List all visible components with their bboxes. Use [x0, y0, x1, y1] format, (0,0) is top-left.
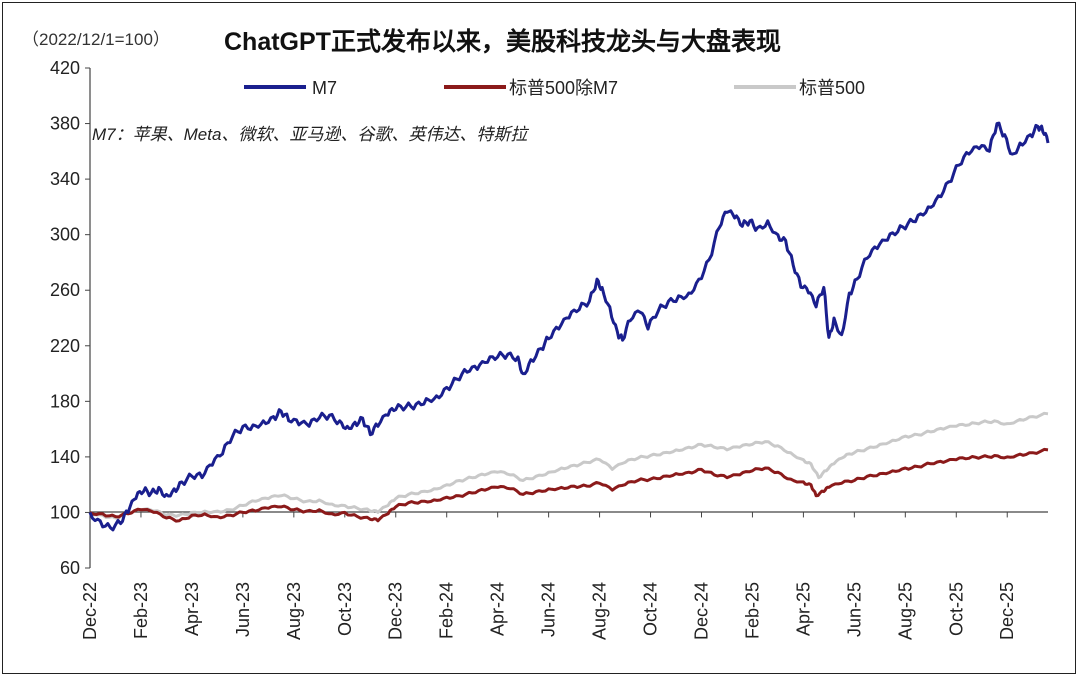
- x-tick-label: Jun-25: [844, 582, 864, 637]
- x-tick-label: Dec-25: [997, 582, 1017, 640]
- y-tick-label: 220: [50, 336, 80, 356]
- x-tick-label: Aug-23: [284, 582, 304, 640]
- legend: M7 标普500除M7 标普500: [244, 78, 865, 98]
- y-tick-label: 340: [50, 169, 80, 189]
- x-tick-label: Dec-24: [691, 582, 711, 640]
- y-tick-label: 60: [60, 558, 80, 578]
- x-tick-label: Aug-24: [590, 582, 610, 640]
- x-tick-label: Dec-22: [80, 582, 100, 640]
- x-tick-label: Feb-25: [742, 582, 762, 639]
- legend-label-sp500: 标普500: [799, 78, 865, 98]
- series-layer: [88, 121, 1050, 532]
- x-tick-label: Apr-25: [793, 582, 813, 636]
- y-tick-label: 180: [50, 391, 80, 411]
- x-tick-label: Feb-23: [131, 582, 151, 639]
- series-line-sp500: [89, 411, 1049, 520]
- base-note: （2022/12/1=100）: [22, 30, 170, 49]
- chart-annotation: M7：苹果、Meta、微软、亚马逊、谷歌、英伟达、特斯拉: [92, 125, 529, 144]
- legend-label-sp500-ex-m7: 标普500除M7: [509, 78, 618, 98]
- y-tick-label: 380: [50, 114, 80, 134]
- x-tick-label: Apr-23: [182, 582, 202, 636]
- x-tick-label: Apr-24: [488, 582, 508, 636]
- x-tick-label: Oct-25: [946, 582, 966, 636]
- x-tick-label: Jun-24: [539, 582, 559, 637]
- series-line-m7: [88, 121, 1050, 532]
- y-tick-label: 100: [50, 502, 80, 522]
- chart-title: ChatGPT正式发布以来，美股科技龙头与大盘表现: [224, 27, 781, 56]
- x-tick-label: Aug-25: [895, 582, 915, 640]
- y-axis-ticks: 420 380 340 300 260 220 180 140 100 60: [50, 58, 90, 578]
- series-line-sp500-ex-m7: [89, 447, 1049, 523]
- x-tick-label: Feb-24: [437, 582, 457, 639]
- y-tick-label: 260: [50, 280, 80, 300]
- y-tick-label: 420: [50, 58, 80, 78]
- x-axis-ticks: Dec-22 Feb-23 Apr-23 Jun-23 Aug-23 Oct-23 Dec-…: [80, 512, 1017, 640]
- x-tick-label: Oct-24: [641, 582, 661, 636]
- x-tick-label: Dec-23: [386, 582, 406, 640]
- legend-label-m7: M7: [312, 78, 337, 98]
- y-tick-label: 300: [50, 225, 80, 245]
- y-tick-label: 140: [50, 447, 80, 467]
- x-tick-label: Jun-23: [233, 582, 253, 637]
- x-tick-label: Oct-23: [335, 582, 355, 636]
